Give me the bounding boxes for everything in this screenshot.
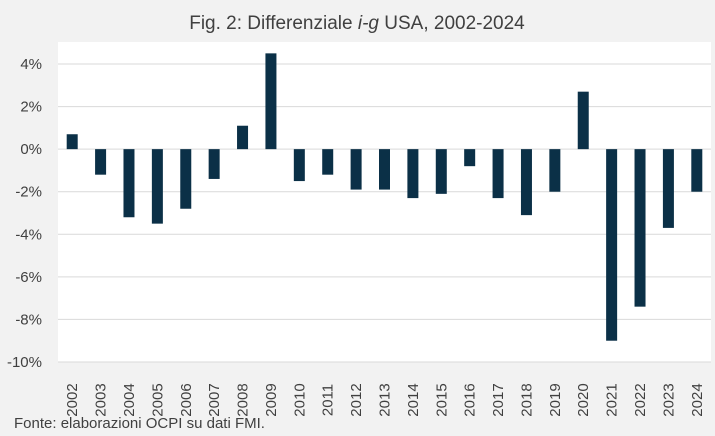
bar-2007: [208, 149, 220, 179]
x-tick-label: 2022: [632, 383, 649, 416]
y-tick-label: -2%: [15, 184, 42, 201]
y-tick-label: 0%: [20, 141, 42, 158]
x-tick-label: 2014: [405, 383, 422, 416]
y-tick-label: 4%: [20, 56, 42, 73]
x-tick-label: 2015: [433, 383, 450, 416]
y-tick-label: -10%: [7, 354, 42, 371]
bar-2017: [492, 149, 504, 199]
bar-2003: [95, 149, 107, 175]
bar-2018: [520, 149, 532, 216]
x-tick-label: 2019: [547, 383, 564, 416]
bar-2020: [577, 91, 589, 150]
bar-2011: [322, 149, 334, 175]
y-tick-label: 2%: [20, 99, 42, 116]
x-tick-label: 2018: [518, 383, 535, 416]
x-tick-label: 2023: [660, 383, 677, 416]
x-tick-label: 2016: [462, 383, 479, 416]
y-axis-ticks: 4% 2% 0% -2% -4% -6% -8% -10%: [7, 56, 42, 371]
bars: [66, 53, 703, 341]
x-tick-label: 2020: [575, 383, 592, 416]
bar-2006: [180, 149, 192, 209]
x-tick-label: 2010: [291, 383, 308, 416]
x-tick-label: 2013: [377, 383, 394, 416]
bar-2014: [407, 149, 419, 199]
y-tick-label: -8%: [15, 311, 42, 328]
x-tick-label: 2012: [348, 383, 365, 416]
bar-2016: [464, 149, 476, 167]
bar-2004: [123, 149, 135, 218]
x-tick-label: 2004: [121, 383, 138, 416]
x-tick-label: 2024: [689, 383, 706, 416]
bar-2021: [606, 149, 618, 341]
x-axis-ticks: 2002 2003 2004 2005 2006 2007 2008 2009 2010 2011…: [64, 383, 706, 416]
bar-2005: [151, 149, 163, 224]
x-tick-label: 2009: [263, 383, 280, 416]
x-tick-label: 2007: [206, 383, 223, 416]
x-tick-label: 2006: [178, 383, 195, 416]
bar-2024: [691, 149, 703, 192]
bar-2023: [662, 149, 674, 228]
source-note: Fonte: elaborazioni OCPI su dati FMI.: [14, 415, 265, 432]
x-tick-label: 2021: [604, 383, 621, 416]
plot-area: [58, 42, 711, 362]
x-tick-label: 2011: [320, 384, 337, 416]
bar-2019: [549, 149, 561, 192]
bar-2022: [634, 149, 646, 307]
bar-2012: [350, 149, 362, 190]
bar-2009: [265, 53, 277, 150]
chart-title: Fig. 2: Differenziale i-g USA, 2002-2024: [189, 13, 525, 34]
bar-2013: [379, 149, 390, 190]
x-tick-label: 2017: [490, 383, 507, 416]
x-tick-label: 2008: [235, 383, 252, 416]
y-tick-label: -6%: [15, 269, 42, 286]
x-tick-label: 2005: [149, 383, 166, 416]
bar-2002: [66, 134, 78, 150]
y-tick-label: -4%: [15, 226, 42, 243]
bar-2008: [237, 125, 249, 150]
bar-2015: [435, 149, 447, 194]
x-tick-label: 2002: [64, 383, 81, 416]
x-tick-label: 2003: [93, 383, 110, 416]
bar-2010: [293, 149, 305, 182]
